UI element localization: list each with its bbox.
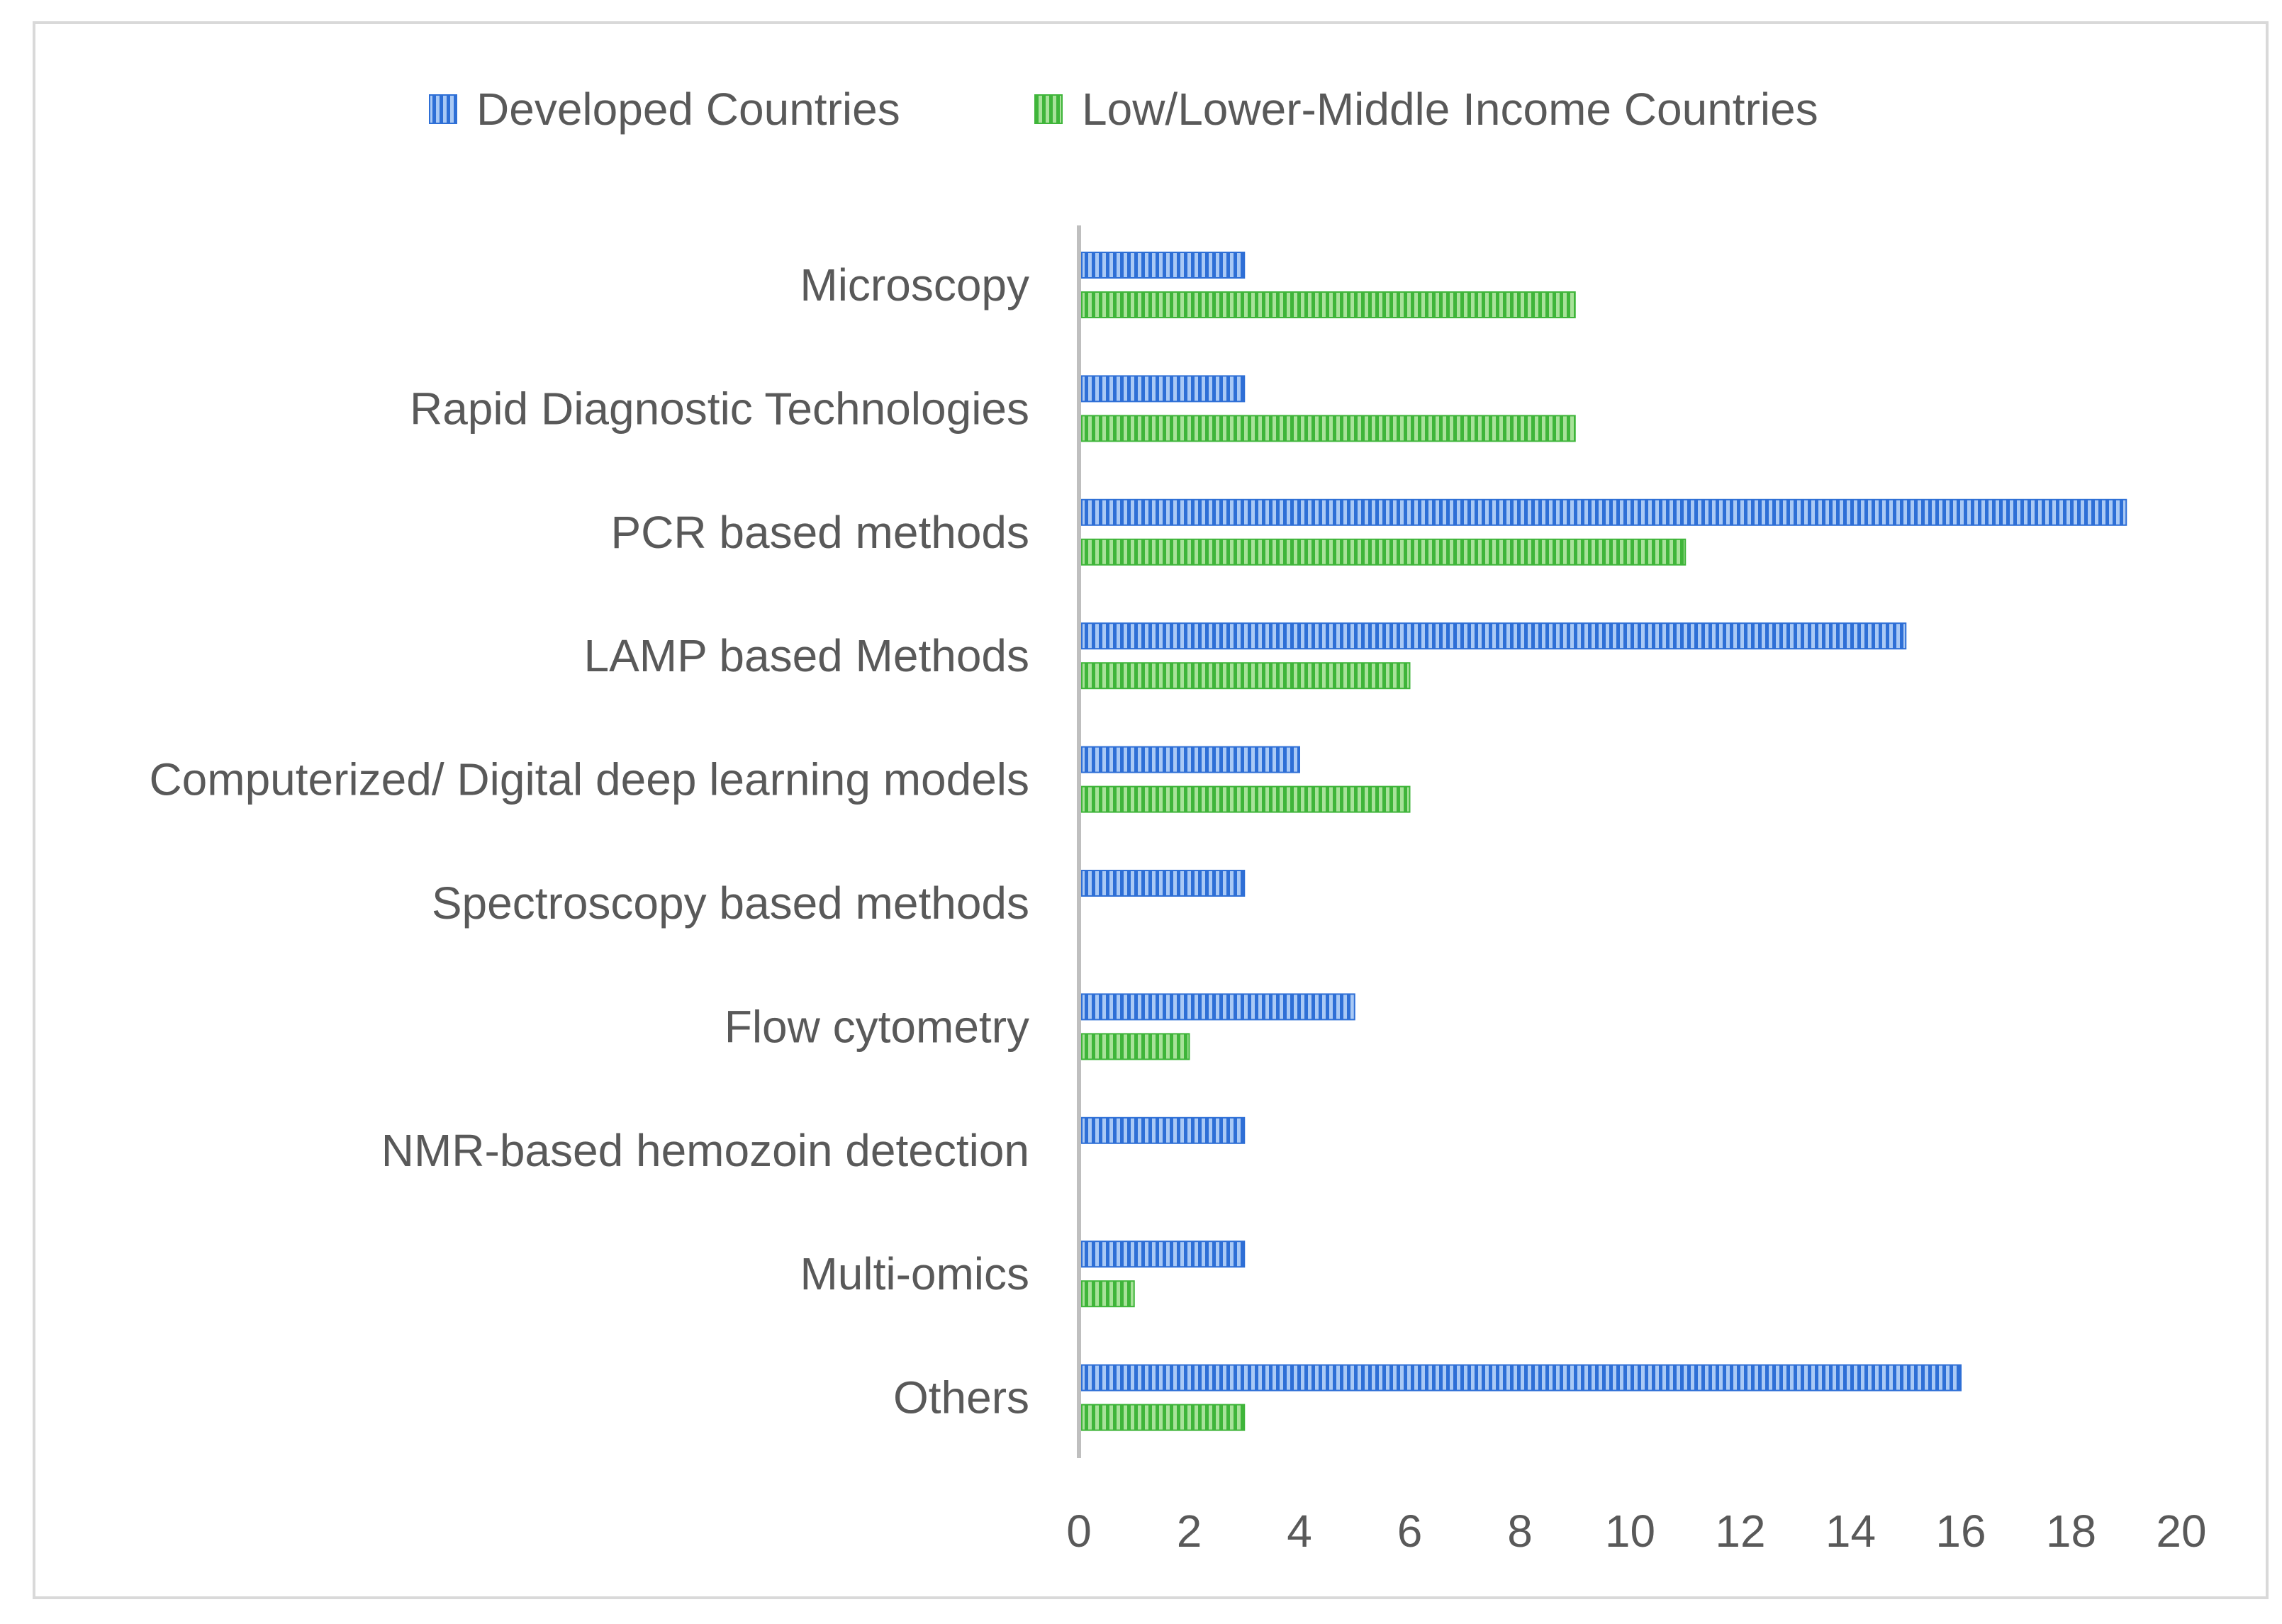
bar-1-6 bbox=[1081, 1033, 1190, 1060]
bar-1-9 bbox=[1081, 1404, 1246, 1431]
x-tick-label-2: 4 bbox=[1287, 1506, 1312, 1557]
bar-0-5 bbox=[1081, 870, 1246, 897]
bar-0-3 bbox=[1081, 622, 1907, 650]
category-label-8: Multi-omics bbox=[800, 1248, 1029, 1299]
x-tick-label-6: 12 bbox=[1715, 1506, 1765, 1557]
category-label-7: NMR-based hemozoin detection bbox=[381, 1125, 1029, 1176]
bar-1-4 bbox=[1081, 785, 1411, 813]
legend-label-1: Low/Lower-Middle Income Countries bbox=[1082, 84, 1818, 135]
legend-swatch-1 bbox=[1034, 94, 1063, 124]
bars-group bbox=[1081, 252, 2127, 1431]
bar-0-4 bbox=[1081, 746, 1300, 773]
bar-0-8 bbox=[1081, 1241, 1246, 1268]
bar-1-1 bbox=[1081, 415, 1576, 442]
x-tick-label-4: 8 bbox=[1507, 1506, 1533, 1557]
bar-0-1 bbox=[1081, 375, 1246, 403]
bar-0-2 bbox=[1081, 498, 2127, 526]
category-label-3: LAMP based Methods bbox=[583, 630, 1029, 681]
bar-1-8 bbox=[1081, 1280, 1135, 1308]
legend-entry-0: Developed Countries bbox=[429, 84, 900, 135]
x-axis-ticks: 0 2 4 6 8 10 12 14 16 18 20 bbox=[1066, 1506, 2206, 1557]
bar-0-9 bbox=[1081, 1364, 1962, 1391]
category-label-4: Computerized/ Digital deep learning mode… bbox=[149, 754, 1029, 805]
bar-0-7 bbox=[1081, 1116, 1246, 1144]
legend: Developed Countries Low/Lower-Middle Inco… bbox=[429, 84, 1818, 135]
x-tick-label-7: 14 bbox=[1825, 1506, 1876, 1557]
category-label-5: Spectroscopy based methods bbox=[432, 878, 1029, 929]
x-tick-label-8: 16 bbox=[1935, 1506, 1986, 1557]
category-labels: Microscopy Rapid Diagnostic Technologies P… bbox=[149, 259, 1029, 1423]
x-tick-label-1: 2 bbox=[1177, 1506, 1202, 1557]
bar-0-6 bbox=[1081, 993, 1355, 1021]
category-label-1: Rapid Diagnostic Technologies bbox=[410, 383, 1029, 434]
legend-entry-1: Low/Lower-Middle Income Countries bbox=[1034, 84, 1818, 135]
x-tick-label-5: 10 bbox=[1605, 1506, 1655, 1557]
bar-1-3 bbox=[1081, 662, 1411, 690]
x-tick-label-3: 6 bbox=[1397, 1506, 1423, 1557]
category-label-6: Flow cytometry bbox=[725, 1001, 1029, 1052]
legend-label-0: Developed Countries bbox=[476, 84, 900, 135]
category-label-9: Others bbox=[893, 1372, 1029, 1423]
bar-1-2 bbox=[1081, 538, 1687, 566]
x-tick-label-10: 20 bbox=[2156, 1506, 2206, 1557]
x-tick-label-0: 0 bbox=[1066, 1506, 1092, 1557]
category-label-2: PCR based methods bbox=[610, 507, 1029, 558]
x-tick-label-9: 18 bbox=[2046, 1506, 2096, 1557]
legend-swatch-0 bbox=[429, 94, 457, 124]
category-label-0: Microscopy bbox=[800, 259, 1029, 310]
bar-0-0 bbox=[1081, 252, 1246, 279]
bar-1-0 bbox=[1081, 291, 1576, 318]
